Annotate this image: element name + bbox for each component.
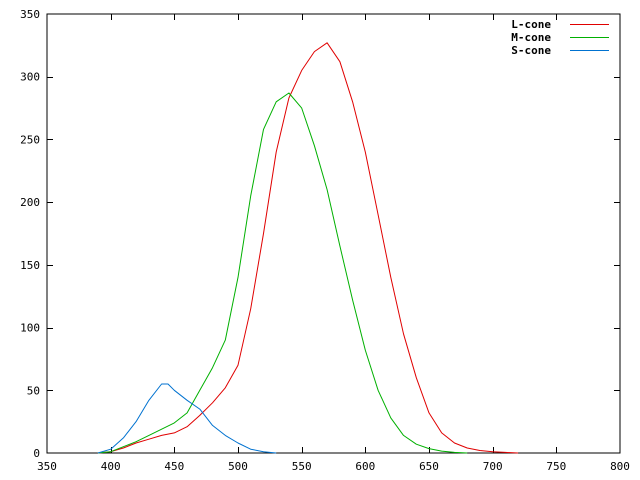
y-tick-label: 100 [20,322,40,335]
x-tick-label: 500 [228,460,248,473]
legend-label-s-cone: S-cone [511,44,551,57]
y-tick-label: 350 [20,8,40,21]
legend-label-l-cone: L-cone [511,18,551,31]
y-tick-label: 50 [27,384,40,397]
x-tick-label: 600 [355,460,375,473]
legend-label-m-cone: M-cone [511,31,551,44]
x-tick-label: 650 [419,460,439,473]
plot-border [46,13,621,454]
x-tick-label: 450 [164,460,184,473]
y-tick-label: 150 [20,259,40,272]
y-tick-label: 0 [33,447,40,460]
x-tick-label: 800 [610,460,630,473]
y-tick-label: 250 [20,133,40,146]
x-tick-label: 400 [101,460,121,473]
x-tick-label: 350 [37,460,57,473]
series-line-s-cone [97,383,277,454]
y-tick-label: 300 [20,71,40,84]
series-line-m-cone [97,92,468,454]
x-tick-label: 750 [546,460,566,473]
x-tick-label: 700 [483,460,503,473]
series-line-l-cone [97,42,519,454]
x-tick-label: 550 [292,460,312,473]
y-tick-label: 200 [20,196,40,209]
